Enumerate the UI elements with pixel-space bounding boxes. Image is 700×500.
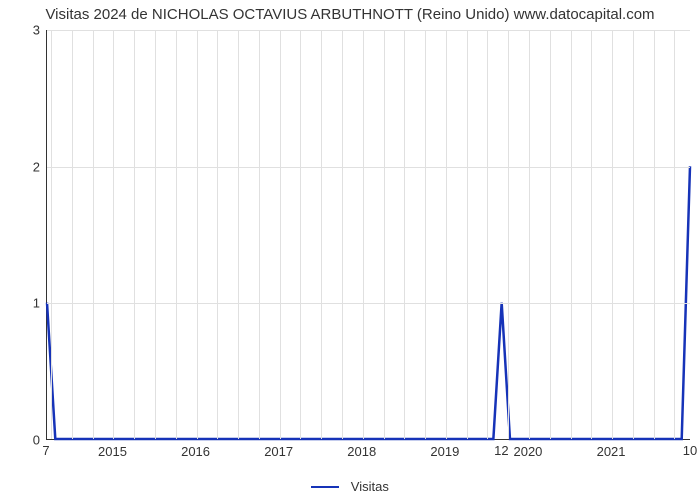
gridline-vertical (571, 30, 572, 439)
y-axis-tick-label: 3 (0, 23, 40, 38)
gridline-vertical (321, 30, 322, 439)
gridline-vertical (487, 30, 488, 439)
x-axis-tick-label: 2015 (98, 444, 127, 459)
x-axis-tick-label: 2021 (597, 444, 626, 459)
data-callout: 7 (42, 443, 49, 458)
gridline-vertical (217, 30, 218, 439)
gridline-vertical (404, 30, 405, 439)
x-axis-tick-label: 2018 (347, 444, 376, 459)
gridline-horizontal (47, 303, 690, 304)
y-axis-tick-label: 1 (0, 296, 40, 311)
x-axis-tick-label: 2017 (264, 444, 293, 459)
gridline-vertical (197, 30, 198, 439)
gridline-vertical (259, 30, 260, 439)
gridline-horizontal (47, 167, 690, 168)
gridline-vertical (508, 30, 509, 439)
gridline-vertical (654, 30, 655, 439)
gridline-vertical (72, 30, 73, 439)
gridline-vertical (300, 30, 301, 439)
gridline-vertical (446, 30, 447, 439)
y-axis-tick-label: 0 (0, 433, 40, 448)
x-axis-tick-label: 2016 (181, 444, 210, 459)
x-axis-tick-label: 2020 (513, 444, 542, 459)
gridline-vertical (467, 30, 468, 439)
gridline-vertical (384, 30, 385, 439)
data-callout: 12 (494, 443, 508, 458)
gridline-vertical (51, 30, 52, 439)
gridline-vertical (155, 30, 156, 439)
y-axis-tick-label: 2 (0, 159, 40, 174)
gridline-vertical (280, 30, 281, 439)
line-series (47, 30, 690, 439)
x-axis-tick-label: 2019 (430, 444, 459, 459)
gridline-vertical (529, 30, 530, 439)
gridline-vertical (113, 30, 114, 439)
gridline-vertical (93, 30, 94, 439)
chart-container: Visitas 2024 de NICHOLAS OCTAVIUS ARBUTH… (0, 0, 700, 500)
gridline-vertical (342, 30, 343, 439)
gridline-vertical (550, 30, 551, 439)
legend: Visitas (0, 478, 700, 494)
gridline-vertical (238, 30, 239, 439)
legend-swatch (311, 486, 339, 488)
chart-title: Visitas 2024 de NICHOLAS OCTAVIUS ARBUTH… (0, 6, 700, 23)
gridline-vertical (612, 30, 613, 439)
gridline-horizontal (47, 30, 690, 31)
plot-area (46, 30, 690, 440)
legend-label: Visitas (351, 479, 389, 494)
gridline-vertical (176, 30, 177, 439)
gridline-vertical (674, 30, 675, 439)
gridline-vertical (425, 30, 426, 439)
data-callout: 10 (683, 443, 697, 458)
gridline-vertical (363, 30, 364, 439)
gridline-vertical (633, 30, 634, 439)
gridline-vertical (134, 30, 135, 439)
gridline-vertical (591, 30, 592, 439)
